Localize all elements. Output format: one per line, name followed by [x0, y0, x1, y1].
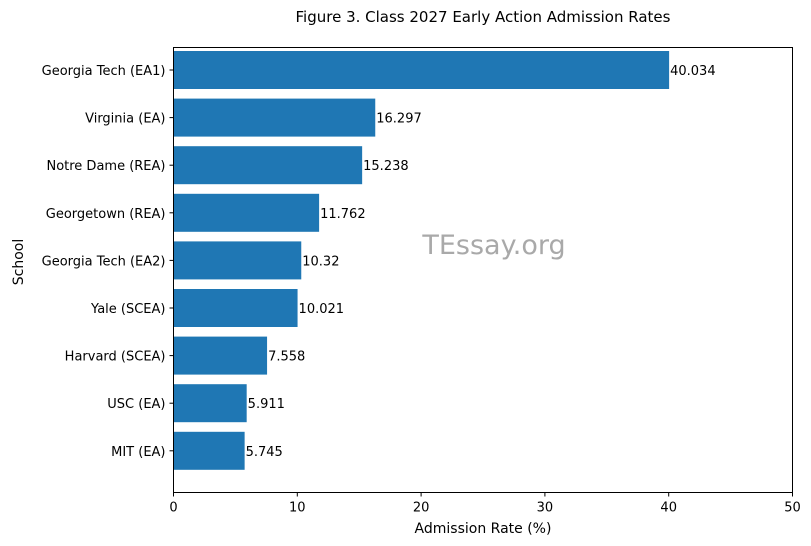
bar-value-label: 5.745 — [246, 445, 283, 460]
x-tick-label: 50 — [784, 501, 801, 516]
bar — [173, 336, 268, 375]
watermark-text: TEssay.org — [421, 230, 565, 261]
y-axis-label: School — [11, 239, 27, 285]
chart-title: Figure 3. Class 2027 Early Action Admiss… — [296, 8, 671, 26]
bar — [173, 289, 298, 327]
x-axis-label: Admission Rate (%) — [415, 521, 552, 537]
x-tick-label: 30 — [537, 501, 554, 516]
bar-value-label: 10.021 — [299, 302, 345, 317]
bars-group — [173, 51, 670, 470]
y-tick-label: Notre Dame (REA) — [46, 159, 165, 174]
bar-value-label: 5.911 — [248, 397, 285, 412]
plot-frame — [173, 47, 793, 493]
bar-value-label: 16.297 — [376, 112, 422, 127]
y-tick-label: USC (EA) — [107, 397, 165, 412]
bar-value-label: 10.32 — [302, 254, 339, 269]
x-tick-label: 40 — [660, 501, 677, 516]
bar — [173, 241, 302, 280]
bar — [173, 51, 670, 89]
bar-labels-group: 40.034 16.297 15.238 11.762 10.32 10.021 7.558… — [246, 64, 716, 460]
y-tick-label: Georgia Tech (EA1) — [42, 64, 166, 79]
y-tick-label: Georgia Tech (EA2) — [42, 254, 166, 269]
x-axis-ticks: 0 10 20 30 40 50 — [169, 492, 801, 516]
bar — [173, 193, 320, 232]
bar-value-label: 15.238 — [363, 159, 409, 174]
x-tick-label: 10 — [289, 501, 306, 516]
bar — [173, 384, 247, 423]
bar-value-label: 40.034 — [670, 64, 716, 79]
bar — [173, 146, 363, 185]
y-tick-label: MIT (EA) — [111, 445, 165, 460]
y-tick-label: Harvard (SCEA) — [65, 350, 166, 365]
bar-value-label: 7.558 — [268, 350, 305, 365]
bar — [173, 431, 245, 470]
y-tick-label: Yale (SCEA) — [90, 302, 165, 317]
y-tick-label: Georgetown (REA) — [46, 207, 166, 222]
bar-value-label: 11.762 — [320, 207, 366, 222]
bar — [173, 98, 376, 137]
y-tick-label: Virginia (EA) — [85, 112, 165, 127]
y-axis-ticks: Georgia Tech (EA1) Virginia (EA) Notre Dam… — [42, 64, 174, 460]
x-tick-label: 0 — [169, 501, 177, 516]
x-tick-label: 20 — [413, 501, 430, 516]
